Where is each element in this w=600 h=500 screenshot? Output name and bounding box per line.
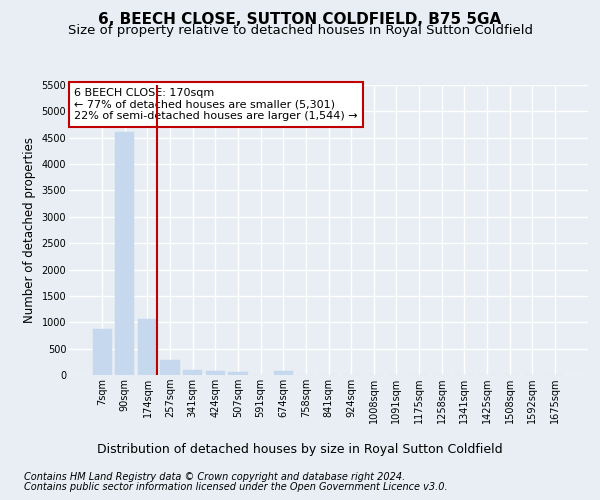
Bar [274, 372, 293, 375]
Text: Distribution of detached houses by size in Royal Sutton Coldfield: Distribution of detached houses by size … [97, 442, 503, 456]
Bar [115, 132, 134, 375]
Bar [206, 371, 225, 375]
Bar [183, 370, 202, 375]
Bar [160, 360, 180, 375]
Bar [92, 329, 112, 375]
Text: 6 BEECH CLOSE: 170sqm
← 77% of detached houses are smaller (5,301)
22% of semi-d: 6 BEECH CLOSE: 170sqm ← 77% of detached … [74, 88, 358, 121]
Text: Contains public sector information licensed under the Open Government Licence v3: Contains public sector information licen… [24, 482, 448, 492]
Bar [229, 372, 248, 375]
Bar [138, 319, 157, 375]
Y-axis label: Number of detached properties: Number of detached properties [23, 137, 36, 323]
Text: 6, BEECH CLOSE, SUTTON COLDFIELD, B75 5GA: 6, BEECH CLOSE, SUTTON COLDFIELD, B75 5G… [98, 12, 502, 28]
Text: Size of property relative to detached houses in Royal Sutton Coldfield: Size of property relative to detached ho… [67, 24, 533, 37]
Text: Contains HM Land Registry data © Crown copyright and database right 2024.: Contains HM Land Registry data © Crown c… [24, 472, 405, 482]
